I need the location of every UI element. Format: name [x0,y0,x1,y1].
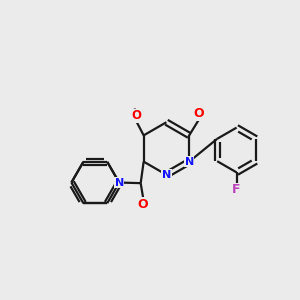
Text: N: N [184,157,194,166]
Text: O: O [138,197,148,211]
Text: O: O [194,107,204,120]
Text: N: N [115,178,124,188]
Text: F: F [232,183,241,196]
Text: O: O [131,109,141,122]
Text: N: N [162,170,171,180]
